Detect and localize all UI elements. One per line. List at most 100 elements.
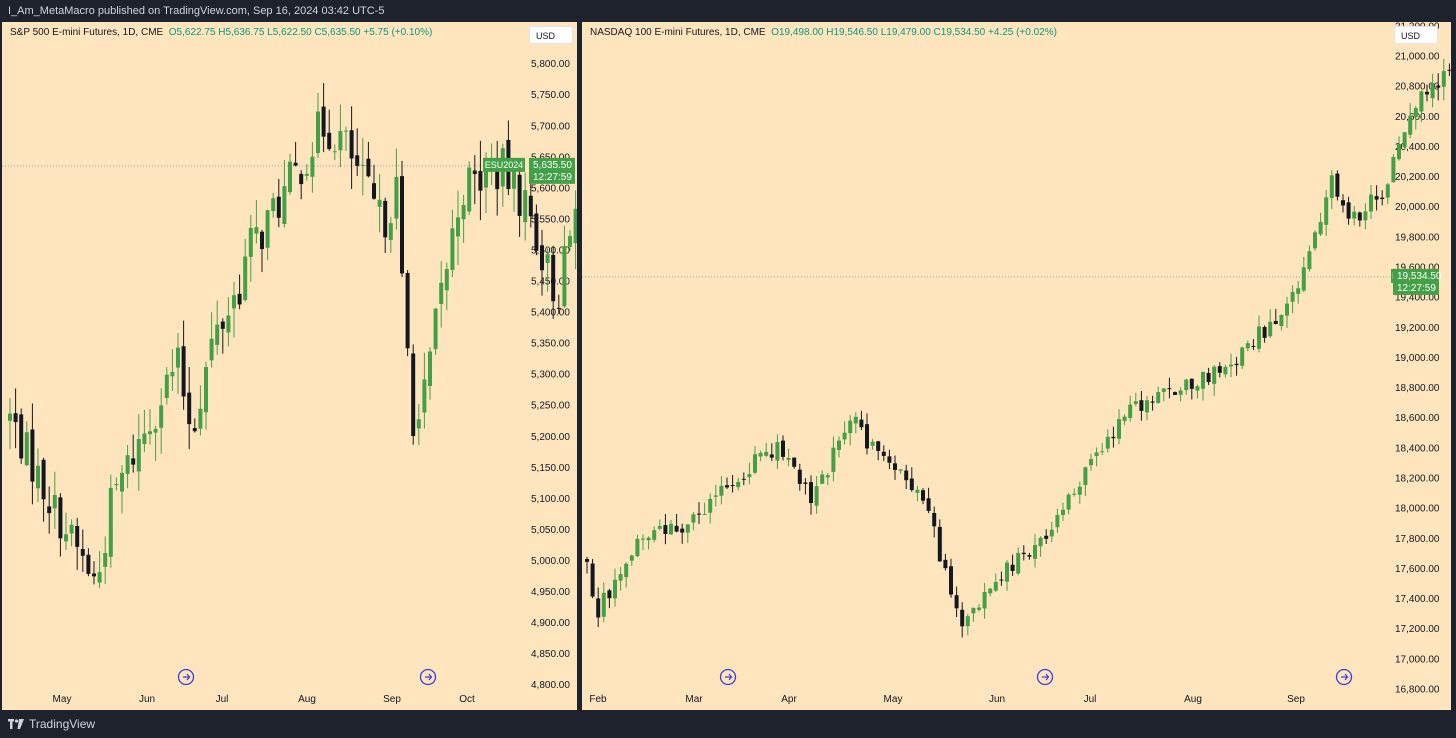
candle-body: [444, 269, 449, 291]
candle-body: [999, 579, 1004, 581]
candle-body: [8, 413, 12, 421]
candle-body: [288, 161, 292, 193]
y-tick-label: 18,000.00: [1395, 504, 1440, 515]
candle-body: [1105, 436, 1110, 449]
candle-body: [1352, 211, 1357, 219]
tradingview-logo[interactable]: TradingView: [8, 717, 95, 731]
candle-body: [422, 379, 427, 413]
candle-body: [1425, 91, 1429, 95]
candle-body: [450, 228, 455, 270]
candle-body: [332, 151, 337, 153]
candle-body: [472, 170, 477, 175]
y-tick-label: 5,500.00: [531, 245, 570, 256]
candle-body: [1027, 555, 1032, 557]
candle-body: [1111, 436, 1116, 439]
y-tick-label: 19,800.00: [1395, 232, 1440, 243]
event-marker-arrow: [725, 673, 733, 681]
candle-body: [915, 489, 920, 493]
candle-body: [220, 321, 225, 329]
candle-body: [993, 581, 998, 591]
ohlc-values: O19,498.00 H19,546.50 L19,479.00 C19,534…: [771, 27, 1057, 38]
y-tick-label: 19,400.00: [1395, 293, 1440, 304]
currency-button[interactable]: USD: [1394, 26, 1438, 44]
currency-button[interactable]: USD: [529, 26, 573, 44]
x-tick-label: May: [884, 694, 903, 705]
candle-body: [646, 537, 651, 541]
candle-body: [1285, 303, 1289, 316]
y-tick-label: 5,350.00: [531, 339, 570, 350]
candle-body: [1189, 378, 1194, 389]
candle-body: [713, 495, 718, 497]
candle-body: [1150, 401, 1155, 403]
candle-body: [820, 474, 825, 484]
candle-body: [416, 419, 421, 429]
x-tick-label: Feb: [589, 694, 607, 705]
candle-body: [1307, 251, 1312, 270]
y-tick-label: 19,600.00: [1395, 263, 1440, 274]
event-marker-arrow: [1341, 673, 1349, 681]
y-tick-label: 5,000.00: [531, 556, 570, 567]
candle-body: [641, 538, 645, 540]
footer-brand: TradingView: [29, 717, 96, 731]
candle-body: [24, 432, 29, 466]
event-marker-icon: [719, 668, 737, 686]
candle-body: [1397, 144, 1401, 160]
candle-body: [691, 514, 696, 523]
candle-body: [187, 392, 192, 425]
symbol-title: S&P 500 E-mini Futures, 1D, CME: [10, 27, 164, 38]
event-marker-arrow: [183, 673, 191, 681]
candle-body: [635, 538, 640, 557]
candle-body: [540, 245, 544, 271]
candle-body: [1357, 212, 1362, 221]
y-tick-label: 20,200.00: [1395, 172, 1440, 183]
candle-body: [725, 485, 729, 488]
candle-body: [909, 478, 914, 491]
candle-body: [512, 167, 516, 189]
candle-body: [652, 530, 657, 540]
candle-body: [153, 428, 158, 433]
candle-body: [1010, 564, 1015, 571]
x-tick-label: Sep: [383, 694, 401, 705]
last-price-box: [529, 157, 575, 184]
candle-body: [456, 217, 460, 237]
candle-body: [1128, 404, 1133, 418]
y-tick-label: 5,100.00: [531, 494, 570, 505]
ticker-tag-box: [483, 157, 525, 172]
candle-body: [1145, 400, 1149, 413]
event-marker-icon: [419, 668, 437, 686]
chart-pane-es[interactable]: 5,850.005,800.005,750.005,700.005,650.00…: [2, 22, 577, 710]
candle-body: [400, 176, 404, 274]
candle-body: [1089, 459, 1093, 466]
candle-body: [596, 598, 601, 618]
candle-body: [52, 494, 57, 509]
candle-body: [19, 414, 24, 459]
candle-body: [562, 246, 567, 307]
pane-divider[interactable]: [577, 22, 582, 710]
candle-body: [1363, 211, 1368, 221]
y-tick-label: 18,200.00: [1395, 474, 1440, 485]
candle-body: [893, 463, 897, 470]
candle-body: [276, 196, 281, 218]
candle-body: [1139, 400, 1144, 411]
candle-body: [428, 351, 432, 386]
candle-body: [932, 512, 937, 527]
candle-body: [232, 295, 236, 309]
candle-body: [1251, 345, 1256, 347]
candle-body: [75, 526, 80, 547]
chart-pane-nq[interactable]: 21,200.0021,000.0020,800.0020,600.0020,4…: [582, 22, 1451, 710]
candle-body: [248, 227, 253, 257]
candle-body: [1262, 327, 1267, 338]
candle-body: [702, 514, 707, 516]
candle-body: [769, 454, 774, 458]
candle-body: [601, 592, 606, 617]
candle-body: [1117, 419, 1121, 439]
candle-body: [92, 573, 96, 577]
candle-body: [1217, 366, 1222, 373]
candle-body: [1061, 509, 1065, 515]
candle-body: [943, 559, 948, 569]
candle-body: [1369, 194, 1373, 212]
candle-body: [685, 524, 690, 533]
y-tick-label: 16,800.00: [1395, 684, 1440, 695]
candle-body: [372, 183, 376, 199]
candle-body: [316, 111, 320, 154]
